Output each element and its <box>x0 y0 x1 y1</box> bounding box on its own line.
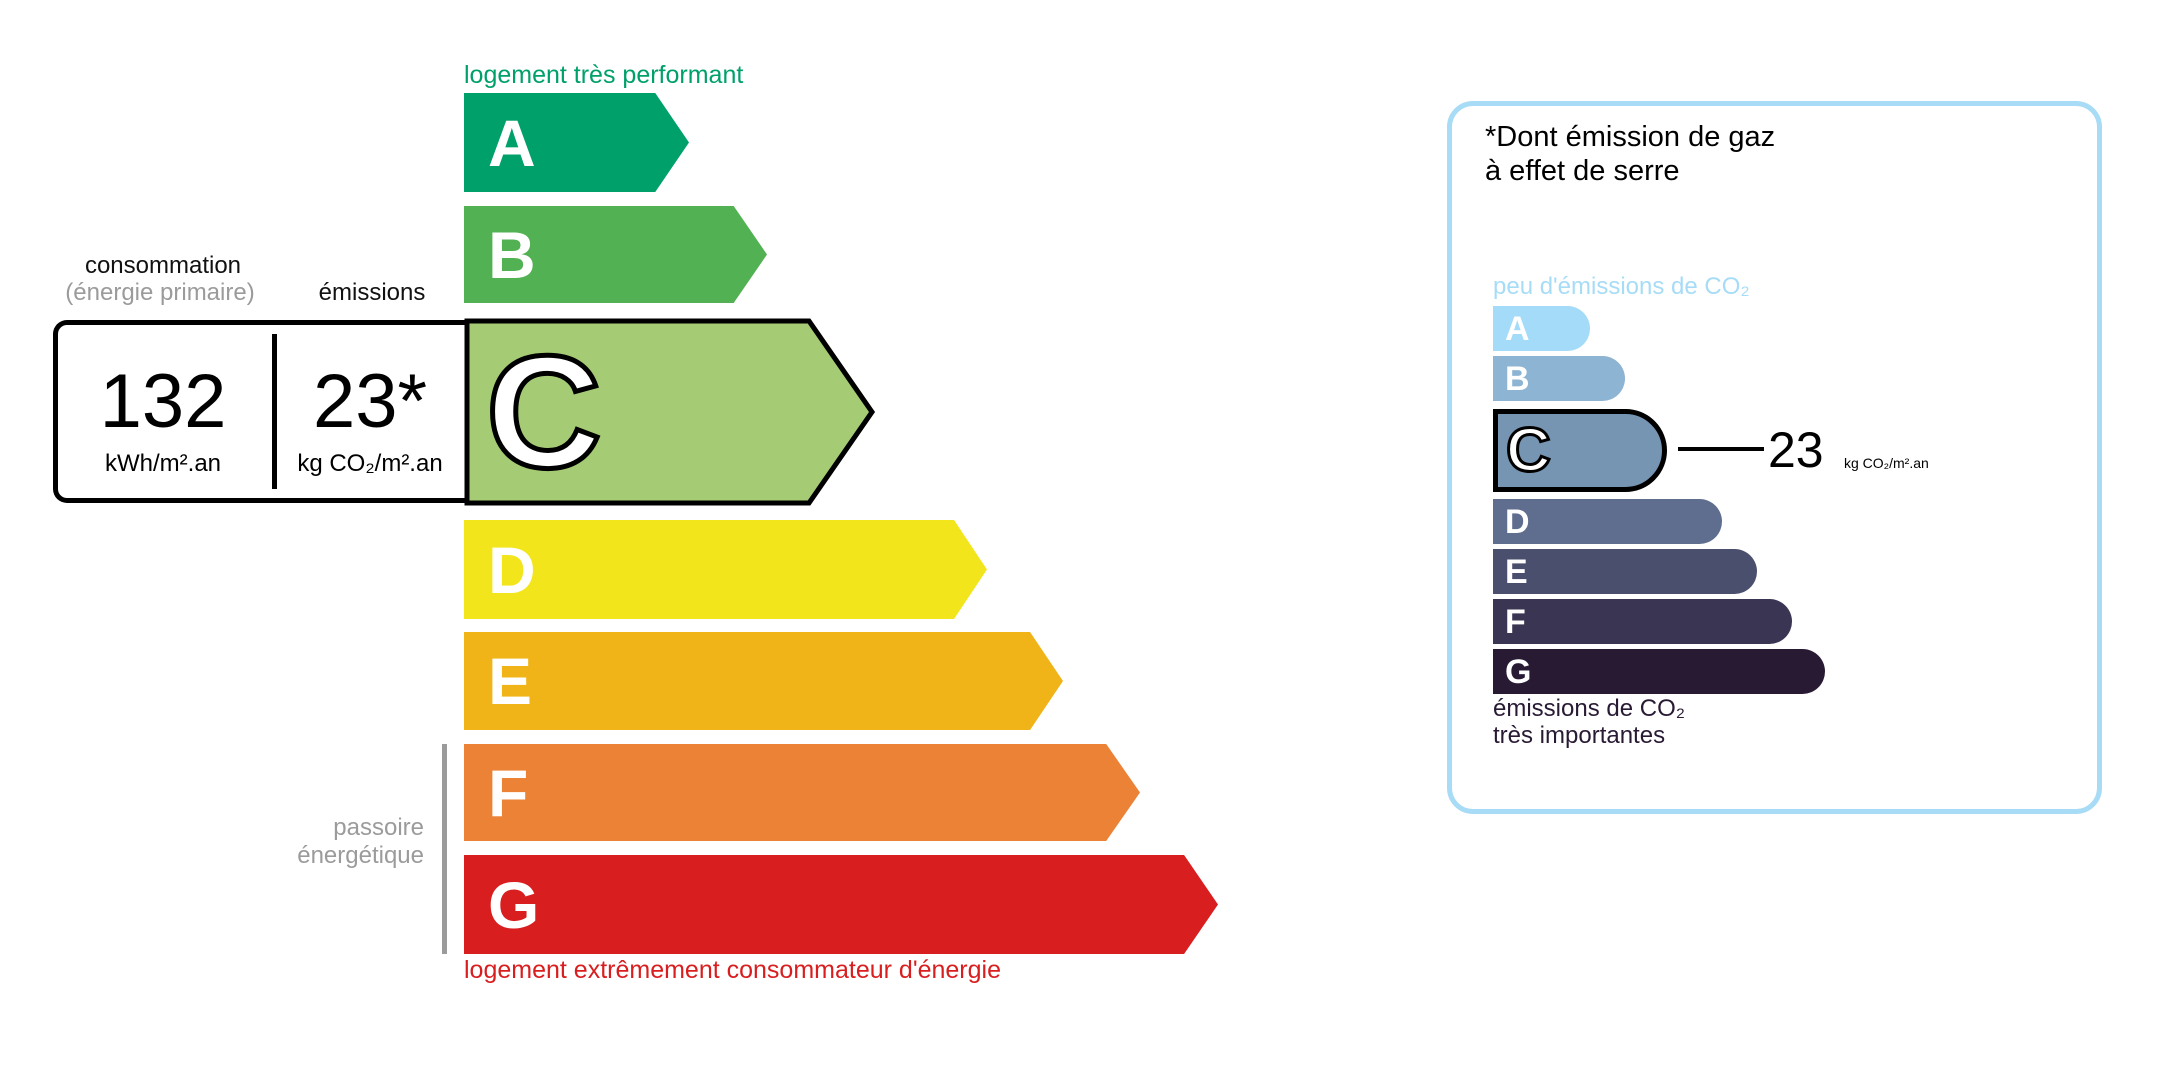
energy-class-a: A <box>464 93 689 192</box>
emissions-unit: kg CO₂/m².an <box>297 450 443 477</box>
consumption-header: consommation <box>84 252 242 279</box>
class-letter: B <box>1505 359 1530 398</box>
ges-panel <box>1447 101 2102 814</box>
ges-value: 23 <box>1768 422 1824 478</box>
energy-class-f: F <box>464 744 1140 841</box>
ges-class-e: E <box>1493 549 1757 594</box>
class-letter: E <box>488 644 533 718</box>
ges-class-d: D <box>1493 499 1722 544</box>
passoire-label-line2: énergétique <box>297 842 424 869</box>
ges-unit: kg CO₂/m².an <box>1844 455 1929 471</box>
class-d-fill <box>464 520 987 619</box>
class-letter: G <box>1505 652 1532 691</box>
current-class-letter: C <box>484 322 605 501</box>
passoire-line <box>442 744 447 954</box>
class-letter: A <box>488 105 536 180</box>
energy-class-g: G <box>464 855 1218 954</box>
class-f-fill <box>464 744 1140 841</box>
ges-title-line1: *Dont émission de gaz <box>1485 121 1776 153</box>
ges-top-label: peu d'émissions de CO₂ <box>1493 273 1750 300</box>
energy-top-label: logement très performant <box>464 61 744 89</box>
emissions-value: 23* <box>312 359 428 444</box>
ges-bottom-label-line1: émissions de CO₂ <box>1493 695 1686 722</box>
class-letter: A <box>1505 309 1530 348</box>
ges-class-g: G <box>1493 649 1825 694</box>
ges-class-a: A <box>1493 306 1590 351</box>
consumption-value: 132 <box>99 359 227 444</box>
consumption-unit: kWh/m².an <box>104 450 222 477</box>
class-letter: D <box>1505 502 1530 541</box>
ges-pointer-line <box>1678 447 1764 451</box>
class-letter: D <box>488 532 536 607</box>
ges-class-b: B <box>1493 356 1625 401</box>
class-letter: E <box>1505 552 1528 591</box>
energy-class-c <box>464 318 876 506</box>
class-letter: G <box>488 867 540 942</box>
energy-bottom-label: logement extrêmement consommateur d'éner… <box>464 956 1001 984</box>
class-letter: B <box>488 217 536 292</box>
energy-class-d: D <box>464 520 987 619</box>
ges-bottom-label-line2: très importantes <box>1493 722 1666 749</box>
ges-title-line2: à effet de serre <box>1485 155 1680 187</box>
class-letter: F <box>488 755 529 830</box>
passoire-label-line1: passoire <box>333 814 424 841</box>
ges-class-c: C <box>1493 409 1667 492</box>
consumption-subheader: (énergie primaire) <box>65 279 255 306</box>
energy-value-box <box>53 320 473 503</box>
class-b-fill <box>464 206 767 303</box>
energy-class-e: E <box>464 632 1063 730</box>
ges-class-f: F <box>1493 599 1792 644</box>
class-e-fill <box>464 632 1063 730</box>
class-a-fill <box>464 93 689 192</box>
emissions-header: émissions <box>318 279 426 306</box>
class-letter: F <box>1505 602 1526 641</box>
energy-class-b: B <box>464 206 767 303</box>
current-class-letter: C <box>1505 415 1553 485</box>
class-g-fill <box>464 855 1218 954</box>
value-divider <box>272 334 277 489</box>
